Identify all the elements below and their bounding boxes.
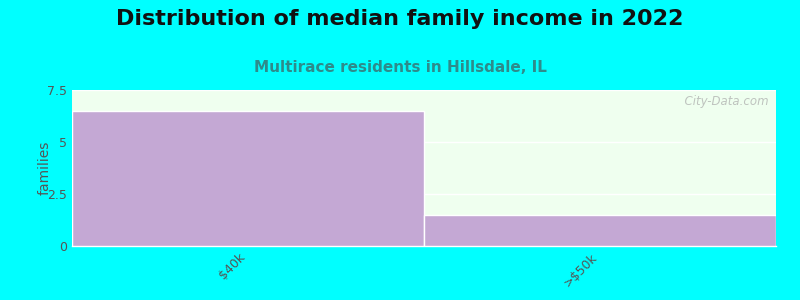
Bar (424, 215, 776, 246)
Text: Multirace residents in Hillsdale, IL: Multirace residents in Hillsdale, IL (254, 60, 546, 75)
Text: City-Data.com: City-Data.com (678, 95, 769, 108)
Y-axis label: families: families (38, 141, 51, 195)
Bar (72, 111, 424, 246)
Text: Distribution of median family income in 2022: Distribution of median family income in … (116, 9, 684, 29)
